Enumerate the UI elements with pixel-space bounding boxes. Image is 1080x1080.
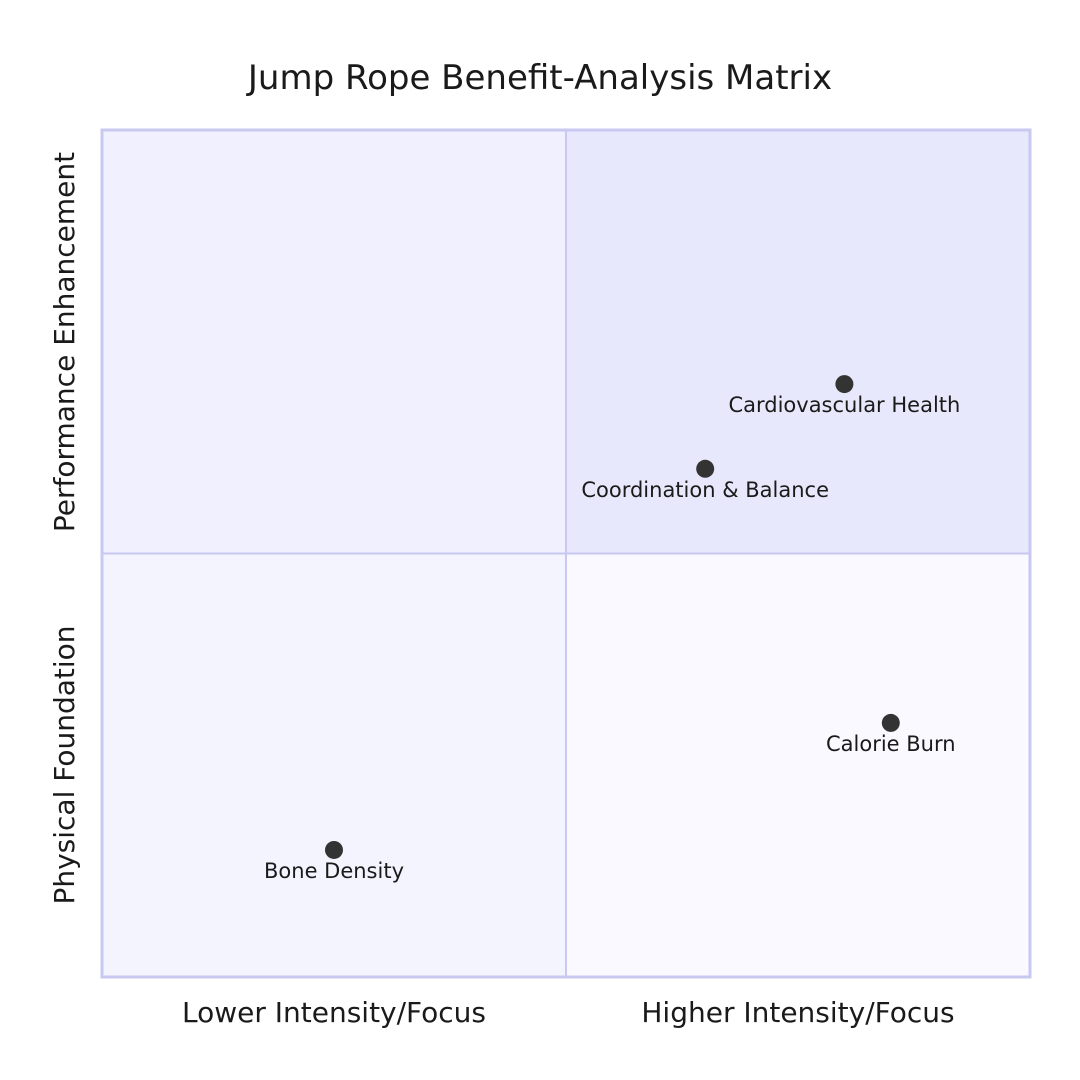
data-point xyxy=(325,840,343,859)
x-axis-high-label: Higher Intensity/Focus xyxy=(641,996,954,1029)
point-label: Calorie Burn xyxy=(826,732,956,756)
point-label: Cardiovascular Health xyxy=(728,393,960,417)
point-label: Coordination & Balance xyxy=(581,478,829,502)
x-axis-low-label: Lower Intensity/Focus xyxy=(182,996,486,1029)
y-axis-high-label: Performance Enhancement xyxy=(48,152,81,532)
y-axis-low-label: Physical Foundation xyxy=(48,625,81,904)
quadrant-top-left xyxy=(102,130,566,554)
plot-border xyxy=(100,128,1032,979)
quadrant-top-right xyxy=(566,130,1030,554)
data-point xyxy=(835,375,854,394)
quadrant-bottom-right xyxy=(566,553,1030,977)
quadrant-bottom-left xyxy=(102,553,566,977)
point-label: Bone Density xyxy=(264,859,404,883)
chart-title: Jump Rope Benefit-Analysis Matrix xyxy=(246,58,832,98)
data-point xyxy=(881,713,900,732)
data-point xyxy=(696,459,715,478)
